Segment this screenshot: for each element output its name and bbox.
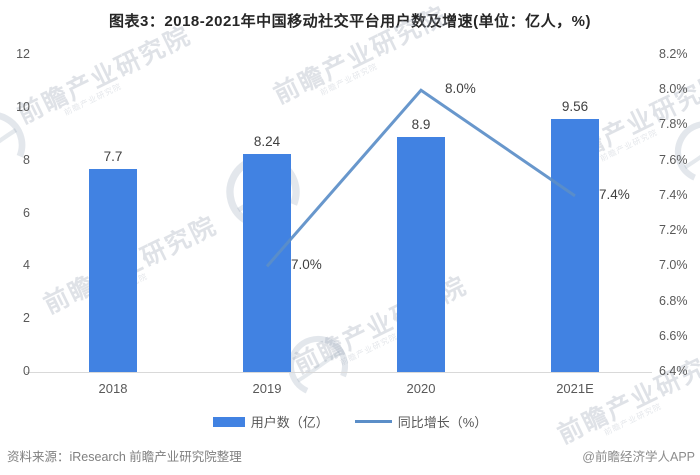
legend-label-users: 用户数（亿） xyxy=(250,415,329,430)
right-axis-tick: 7.8% xyxy=(659,117,688,132)
bar-2018 xyxy=(89,168,137,372)
right-axis-tick: 6.6% xyxy=(659,328,688,343)
bar-2020 xyxy=(397,136,445,372)
credit-note: @前瞻经济学人APP xyxy=(582,450,695,464)
left-axis-tick: 0 xyxy=(23,364,30,378)
right-axis-tick: 8.0% xyxy=(659,82,688,97)
bar-value-label: 8.9 xyxy=(411,116,431,132)
x-axis-line xyxy=(26,372,652,373)
left-axis-tick: 4 xyxy=(23,258,30,273)
right-axis-tick: 7.2% xyxy=(659,223,688,238)
line-value-label: 7.4% xyxy=(599,186,630,202)
legend-item-growth: 同比增长（%） xyxy=(354,412,488,431)
line-value-label: 7.0% xyxy=(291,257,322,273)
right-axis-tick: 8.2% xyxy=(659,47,688,61)
bar-value-label: 7.7 xyxy=(103,148,123,164)
right-axis-tick: 7.4% xyxy=(659,187,688,202)
chart-title: 图表3：2018-2021年中国移动社交平台用户数及增速(单位：亿人，%) xyxy=(109,13,591,30)
legend-item-users: 用户数（亿） xyxy=(212,412,329,431)
left-axis-tick: 6 xyxy=(23,205,30,220)
line-swatch-icon xyxy=(354,419,392,424)
right-axis-tick: 7.0% xyxy=(659,258,688,273)
bar-2019 xyxy=(243,154,291,372)
legend: 用户数（亿） 同比增长（%） xyxy=(0,412,700,431)
left-axis-tick: 2 xyxy=(23,311,30,326)
right-axis-tick: 7.6% xyxy=(659,152,688,167)
left-axis-tick: 8 xyxy=(23,152,30,167)
bar-2021E xyxy=(551,119,599,372)
x-axis-label-2021E: 2021E xyxy=(556,381,594,396)
legend-label-growth: 同比增长（%） xyxy=(397,415,488,430)
line-value-label: 8.0% xyxy=(445,81,476,97)
bar-value-label: 9.56 xyxy=(561,99,589,115)
x-axis-label-2020: 2020 xyxy=(406,381,436,396)
right-axis-tick: 6.4% xyxy=(659,364,688,378)
left-axis-tick: 10 xyxy=(16,99,30,114)
right-axis-tick: 6.8% xyxy=(659,293,688,308)
footer: 资料来源：iResearch 前瞻产业研究院整理 @前瞻经济学人APP xyxy=(0,446,700,466)
x-axis-label-2018: 2018 xyxy=(98,381,128,396)
x-axis-label-2019: 2019 xyxy=(252,381,282,396)
left-axis-tick: 12 xyxy=(16,47,30,61)
bar-value-label: 8.24 xyxy=(253,134,281,150)
source-note: 资料来源：iResearch 前瞻产业研究院整理 xyxy=(7,450,242,464)
bar-swatch-icon xyxy=(212,416,245,427)
